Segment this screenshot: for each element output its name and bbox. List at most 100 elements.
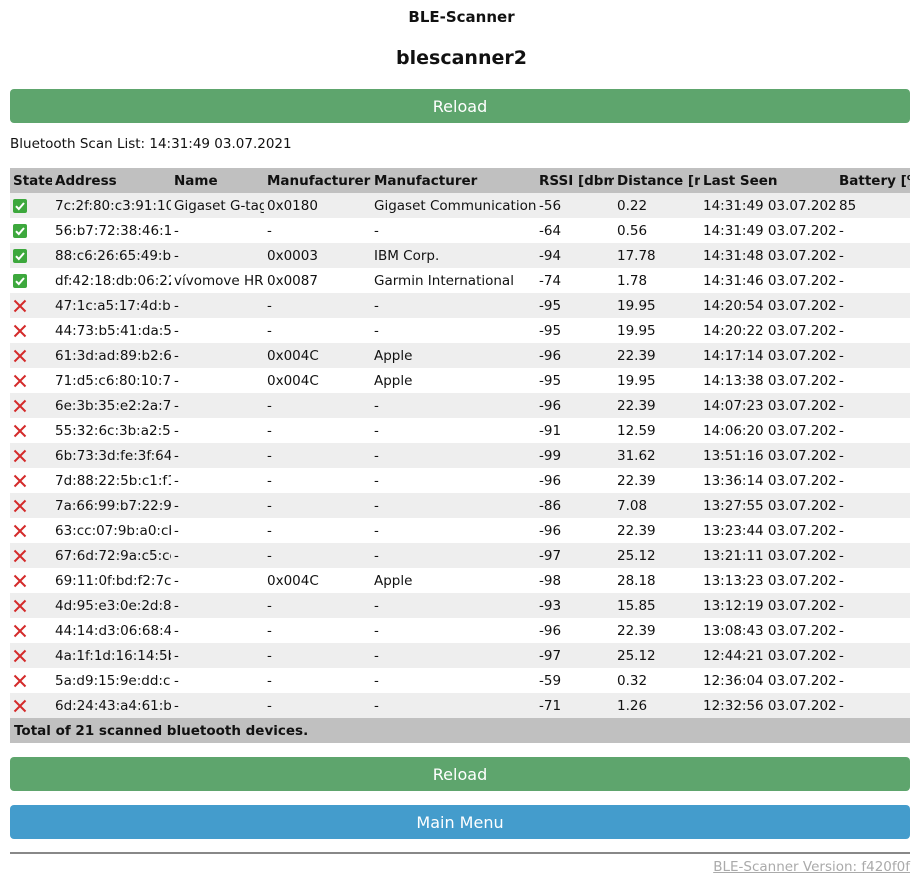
- state-cell: [10, 268, 52, 293]
- col-header-last-seen[interactable]: Last Seen: [700, 168, 836, 193]
- manufacturer-id-cell: -: [264, 643, 371, 668]
- distance-cell: 22.39: [614, 468, 700, 493]
- page-title: blescanner2: [396, 47, 527, 69]
- cross-icon: [13, 599, 27, 613]
- check-icon: [13, 248, 27, 263]
- manufacturer-id-cell: -: [264, 293, 371, 318]
- rssi-cell: -96: [536, 343, 614, 368]
- last-seen-cell: 13:23:44 03.07.2021: [700, 518, 836, 543]
- last-seen-cell: 12:36:04 03.07.2021: [700, 668, 836, 693]
- last-seen-cell: 13:12:19 03.07.2021: [700, 593, 836, 618]
- table-row: 55:32:6c:3b:a2:57- - - -91 12.59 14:06:20 03.…: [10, 418, 910, 443]
- manufacturer-cell: -: [371, 643, 536, 668]
- manufacturer-cell: Apple: [371, 343, 536, 368]
- manufacturer-cell: Apple: [371, 568, 536, 593]
- manufacturer-cell: -: [371, 468, 536, 493]
- rssi-cell: -59: [536, 668, 614, 693]
- distance-cell: 22.39: [614, 343, 700, 368]
- last-seen-cell: 14:07:23 03.07.2021: [700, 393, 836, 418]
- battery-cell: -: [836, 393, 910, 418]
- last-seen-cell: 12:44:21 03.07.2021: [700, 643, 836, 668]
- distance-cell: 22.39: [614, 393, 700, 418]
- rssi-cell: -56: [536, 193, 614, 218]
- distance-cell: 1.26: [614, 693, 700, 718]
- distance-cell: 25.12: [614, 543, 700, 568]
- table-row: 7c:2f:80:c3:91:10 Gigaset G-tag 0x0180 Giga…: [10, 193, 910, 218]
- state-cell: [10, 493, 52, 518]
- table-row: 4a:1f:1d:16:14:5b - - - -97 25.12 12:44:21 03.…: [10, 643, 910, 668]
- manufacturer-cell: -: [371, 293, 536, 318]
- state-cell: [10, 243, 52, 268]
- manufacturer-cell: -: [371, 668, 536, 693]
- version-link[interactable]: BLE-Scanner Version: f420f0f: [713, 859, 910, 875]
- name-cell: -: [171, 593, 264, 618]
- state-cell: [10, 668, 52, 693]
- last-seen-cell: 14:17:14 03.07.2021: [700, 343, 836, 368]
- device-table: State Address Name ManufacturerID Manufa…: [10, 168, 910, 743]
- battery-cell: -: [836, 418, 910, 443]
- col-header-distance[interactable]: Distance [m]: [614, 168, 700, 193]
- battery-cell: -: [836, 618, 910, 643]
- battery-cell: -: [836, 643, 910, 668]
- manufacturer-id-cell: -: [264, 418, 371, 443]
- col-header-address[interactable]: Address: [52, 168, 171, 193]
- last-seen-cell: 14:13:38 03.07.2021: [700, 368, 836, 393]
- manufacturer-cell: -: [371, 218, 536, 243]
- reload-button-bottom[interactable]: Reload: [10, 757, 910, 791]
- check-icon: [13, 198, 27, 213]
- rssi-cell: -97: [536, 643, 614, 668]
- col-header-manufacturer[interactable]: Manufacturer: [371, 168, 536, 193]
- name-cell: -: [171, 293, 264, 318]
- battery-cell: -: [836, 668, 910, 693]
- check-icon: [13, 273, 27, 288]
- battery-cell: -: [836, 443, 910, 468]
- col-header-battery[interactable]: Battery [%]: [836, 168, 910, 193]
- manufacturer-cell: IBM Corp.: [371, 243, 536, 268]
- manufacturer-id-cell: 0x0087: [264, 268, 371, 293]
- name-cell: -: [171, 493, 264, 518]
- reload-button-top[interactable]: Reload: [10, 89, 910, 123]
- address-cell: 6b:73:3d:fe:3f:64: [52, 443, 171, 468]
- col-header-state[interactable]: State: [10, 168, 52, 193]
- state-cell: [10, 418, 52, 443]
- last-seen-cell: 14:20:54 03.07.2021: [700, 293, 836, 318]
- cross-icon: [13, 299, 27, 313]
- distance-cell: 19.95: [614, 318, 700, 343]
- table-row: 71:d5:c6:80:10:70-0x004C Apple -95 19.95 14:…: [10, 368, 910, 393]
- manufacturer-cell: -: [371, 418, 536, 443]
- state-cell: [10, 343, 52, 368]
- last-seen-cell: 13:36:14 03.07.2021: [700, 468, 836, 493]
- col-header-rssi[interactable]: RSSI [dbm]: [536, 168, 614, 193]
- cross-icon: [13, 474, 27, 488]
- last-seen-cell: 14:31:46 03.07.2021: [700, 268, 836, 293]
- manufacturer-id-cell: 0x0003: [264, 243, 371, 268]
- distance-cell: 19.95: [614, 293, 700, 318]
- rssi-cell: -74: [536, 268, 614, 293]
- distance-cell: 12.59: [614, 418, 700, 443]
- cross-icon: [13, 674, 27, 688]
- address-cell: 55:32:6c:3b:a2:57: [52, 418, 171, 443]
- last-seen-cell: 14:20:22 03.07.2021: [700, 318, 836, 343]
- distance-cell: 0.56: [614, 218, 700, 243]
- address-cell: 44:14:d3:06:68:4c: [52, 618, 171, 643]
- name-cell: -: [171, 643, 264, 668]
- rssi-cell: -93: [536, 593, 614, 618]
- address-cell: 44:73:b5:41:da:59: [52, 318, 171, 343]
- cross-icon: [13, 524, 27, 538]
- cross-icon: [13, 399, 27, 413]
- table-row: 63:cc:07:9b:a0:cb - - - -96 22.39 13:23:44 03.…: [10, 518, 910, 543]
- main-menu-button[interactable]: Main Menu: [10, 805, 910, 839]
- state-cell: [10, 368, 52, 393]
- state-cell: [10, 218, 52, 243]
- name-cell: -: [171, 468, 264, 493]
- distance-cell: 19.95: [614, 368, 700, 393]
- rssi-cell: -96: [536, 518, 614, 543]
- table-row: df:42:18:db:06:22 vívomove HR 0x0087 Garmin…: [10, 268, 910, 293]
- rssi-cell: -98: [536, 568, 614, 593]
- distance-cell: 22.39: [614, 618, 700, 643]
- rssi-cell: -64: [536, 218, 614, 243]
- manufacturer-id-cell: -: [264, 468, 371, 493]
- col-header-manufacturer-id[interactable]: ManufacturerID: [264, 168, 371, 193]
- address-cell: 88:c6:26:65:49:be: [52, 243, 171, 268]
- col-header-name[interactable]: Name: [171, 168, 264, 193]
